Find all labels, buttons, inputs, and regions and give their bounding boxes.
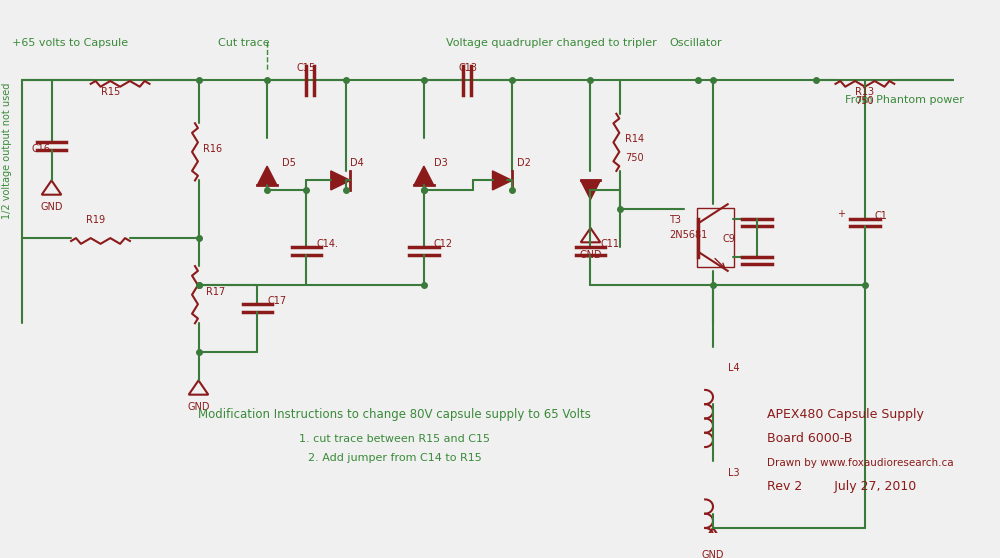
Polygon shape (257, 166, 277, 185)
Text: L3: L3 (728, 468, 739, 478)
Text: 750: 750 (625, 153, 643, 163)
Text: +: + (837, 209, 845, 219)
Text: D3: D3 (434, 158, 447, 168)
Text: GND: GND (40, 203, 63, 212)
Text: T3: T3 (669, 215, 681, 225)
Text: APEX480 Capsule Supply: APEX480 Capsule Supply (767, 408, 924, 421)
Text: Drawn by www.foxaudioresearch.ca: Drawn by www.foxaudioresearch.ca (767, 458, 954, 468)
Text: GND: GND (579, 250, 602, 260)
Text: C16: C16 (32, 144, 51, 154)
Polygon shape (581, 180, 600, 199)
Text: GND: GND (702, 550, 724, 558)
Text: L4: L4 (728, 363, 739, 373)
Text: C1: C1 (875, 210, 888, 220)
Text: 750: 750 (856, 96, 874, 106)
Text: C9: C9 (723, 234, 736, 244)
Text: R14: R14 (625, 134, 644, 145)
Text: R19: R19 (86, 215, 105, 225)
Text: Board 6000-B: Board 6000-B (767, 432, 852, 445)
Text: Rev 2        July 27, 2010: Rev 2 July 27, 2010 (767, 480, 916, 493)
Text: D2: D2 (517, 158, 531, 168)
Text: C13: C13 (459, 63, 478, 73)
Text: Oscillator: Oscillator (669, 37, 722, 47)
Text: D4: D4 (350, 158, 364, 168)
Text: Modification Instructions to change 80V capsule supply to 65 Volts: Modification Instructions to change 80V … (198, 408, 591, 421)
Polygon shape (493, 171, 512, 190)
Text: GND: GND (187, 402, 210, 412)
Text: R16: R16 (203, 144, 223, 154)
Text: C17: C17 (267, 296, 286, 306)
Text: C14.: C14. (316, 239, 338, 249)
Text: D5: D5 (282, 158, 296, 168)
Text: R13: R13 (855, 86, 874, 97)
Text: 1/2 voltage output not used: 1/2 voltage output not used (2, 82, 12, 219)
Text: 2. Add jumper from C14 to R15: 2. Add jumper from C14 to R15 (308, 453, 481, 463)
Text: 1. cut trace between R15 and C15: 1. cut trace between R15 and C15 (299, 434, 490, 444)
Text: 2N5681: 2N5681 (669, 229, 707, 239)
Text: R17: R17 (206, 287, 226, 297)
Text: +65 volts to Capsule: +65 volts to Capsule (12, 37, 128, 47)
Polygon shape (414, 166, 434, 185)
Text: C11: C11 (600, 239, 619, 249)
Text: C12: C12 (434, 239, 453, 249)
Text: C15: C15 (297, 63, 316, 73)
Text: Voltage quadrupler changed to tripler: Voltage quadrupler changed to tripler (446, 37, 657, 47)
Text: From Phantom power: From Phantom power (845, 95, 964, 105)
Text: R15: R15 (101, 86, 120, 97)
Polygon shape (331, 171, 350, 190)
Text: Cut trace: Cut trace (218, 37, 270, 47)
